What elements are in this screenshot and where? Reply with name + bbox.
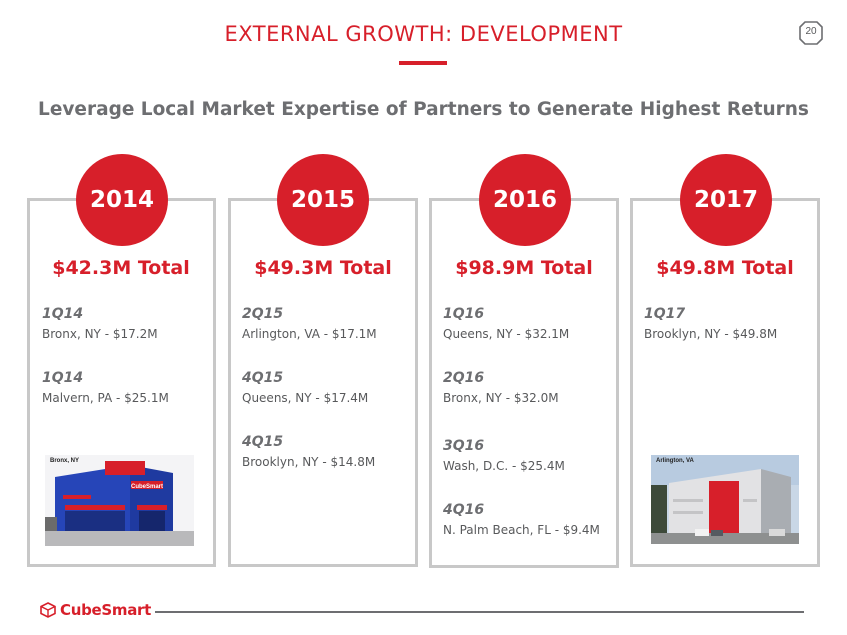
entry-quarter: 1Q17 (644, 306, 686, 322)
footer-divider (155, 611, 804, 613)
photo-sign-text: CubeSmart (131, 484, 163, 490)
card-2015 (228, 198, 418, 567)
cube-icon (40, 602, 56, 618)
entry-quarter: 4Q15 (242, 434, 284, 450)
building-image-arlington (651, 455, 799, 544)
list-item: 4Q15 Queens, NY - $17.4M (242, 369, 368, 405)
total-2014: $42.3M Total (52, 257, 190, 279)
entry-quarter: 1Q14 (42, 306, 84, 322)
entry-quarter: 2Q16 (443, 370, 485, 386)
entry-quarter: 3Q16 (443, 438, 485, 454)
entry-detail: Wash, D.C. - $25.4M (443, 459, 565, 473)
year-badge-2015: 2015 (277, 154, 369, 246)
entry-quarter: 1Q16 (443, 306, 485, 322)
entry-quarter: 4Q16 (443, 502, 485, 518)
entry-detail: Queens, NY - $17.4M (242, 391, 369, 405)
entry-quarter: 2Q15 (242, 306, 284, 322)
entry-detail: Bronx, NY - $17.2M (42, 327, 158, 341)
list-item: 4Q15 Brooklyn, NY - $14.8M (242, 433, 375, 469)
cubesmart-logo: CubeSmart (40, 601, 151, 619)
list-item: 1Q17 Brooklyn, NY - $49.8M (644, 305, 777, 341)
entry-detail: Malvern, PA - $25.1M (42, 391, 169, 405)
year-badge-2017: 2017 (680, 154, 772, 246)
hexagon-icon (799, 21, 823, 45)
list-item: 1Q14 Malvern, PA - $25.1M (42, 369, 169, 405)
brand-name: CubeSmart (60, 601, 152, 619)
year-badge-2016: 2016 (479, 154, 571, 246)
page-title: EXTERNAL GROWTH: DEVELOPMENT (224, 22, 623, 46)
entry-detail: Brooklyn, NY - $14.8M (242, 455, 376, 469)
card-2016 (429, 198, 619, 568)
title-underline (399, 61, 447, 65)
list-item: 1Q14 Bronx, NY - $17.2M (42, 305, 158, 341)
entry-quarter: 1Q14 (42, 370, 84, 386)
year-badge-2014: 2014 (76, 154, 168, 246)
page-number-badge: 20 (798, 20, 824, 46)
entry-quarter: 4Q15 (242, 370, 284, 386)
entry-detail: Bronx, NY - $32.0M (443, 391, 559, 405)
total-2017: $49.8M Total (656, 257, 794, 279)
total-2016: $98.9M Total (455, 257, 593, 279)
list-item: 2Q15 Arlington, VA - $17.1M (242, 305, 377, 341)
page-number: 20 (805, 26, 817, 37)
page-subtitle: Leverage Local Market Expertise of Partn… (38, 99, 809, 120)
entry-detail: Arlington, VA - $17.1M (242, 327, 377, 341)
photo-caption: Arlington, VA (656, 458, 694, 464)
photo-arlington-facility: Arlington, VA (651, 455, 799, 544)
photo-bronx-facility: CubeSmart Bronx, NY (45, 455, 194, 546)
list-item: 3Q16 Wash, D.C. - $25.4M (443, 437, 565, 473)
entry-detail: Brooklyn, NY - $49.8M (644, 327, 778, 341)
list-item: 2Q16 Bronx, NY - $32.0M (443, 369, 559, 405)
photo-caption: Bronx, NY (50, 458, 80, 464)
entry-detail: N. Palm Beach, FL - $9.4M (443, 523, 600, 537)
list-item: 4Q16 N. Palm Beach, FL - $9.4M (443, 501, 600, 537)
building-image-bronx: CubeSmart (45, 455, 194, 546)
list-item: 1Q16 Queens, NY - $32.1M (443, 305, 569, 341)
entry-detail: Queens, NY - $32.1M (443, 327, 570, 341)
total-2015: $49.3M Total (254, 257, 392, 279)
